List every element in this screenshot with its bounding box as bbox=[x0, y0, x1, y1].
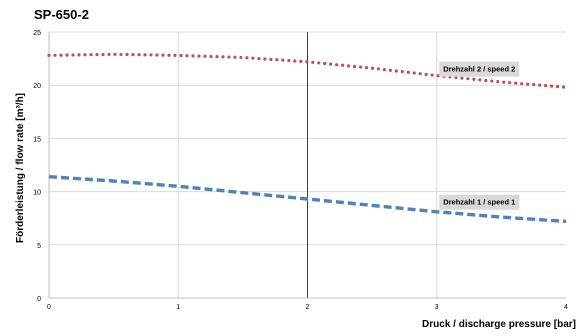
y-tick-label: 25 bbox=[33, 30, 41, 37]
series-label-text: Drehzahl 2 / speed 2 bbox=[443, 65, 515, 74]
series-labels: Drehzahl 2 / speed 2 Drehzahl 1 / speed 1 bbox=[439, 61, 520, 210]
y-tick-label: 5 bbox=[37, 243, 41, 250]
x-tick-label: 0 bbox=[47, 304, 51, 311]
y-axis-label: Förderleistung / flow rate [m³/h] bbox=[15, 93, 26, 243]
x-tick-label: 4 bbox=[564, 304, 568, 311]
x-tick-label: 2 bbox=[306, 304, 310, 311]
y-tick-label: 20 bbox=[33, 83, 41, 90]
series-line-2 bbox=[48, 175, 567, 224]
series bbox=[47, 52, 568, 224]
series-line-1 bbox=[47, 52, 568, 89]
series-label-box bbox=[439, 61, 520, 77]
series-label-2: Drehzahl 1 / speed 1 bbox=[439, 194, 520, 210]
y-tick-label: 15 bbox=[33, 136, 41, 143]
series-label-1: Drehzahl 2 / speed 2 bbox=[439, 61, 520, 77]
grid bbox=[49, 31, 566, 298]
x-tick-label: 3 bbox=[435, 304, 439, 311]
x-axis-label: Druck / discharge pressure [bar] bbox=[422, 319, 576, 330]
axes: 0 5 10 15 20 25 0 1 2 3 4 bbox=[33, 30, 568, 311]
y-tick-label: 0 bbox=[37, 296, 41, 303]
y-tick-label: 10 bbox=[33, 190, 41, 197]
series-label-text: Drehzahl 1 / speed 1 bbox=[443, 198, 515, 207]
series-label-box bbox=[439, 194, 520, 210]
x-tick-label: 1 bbox=[176, 304, 180, 311]
chart-title: SP-650-2 bbox=[34, 7, 89, 22]
